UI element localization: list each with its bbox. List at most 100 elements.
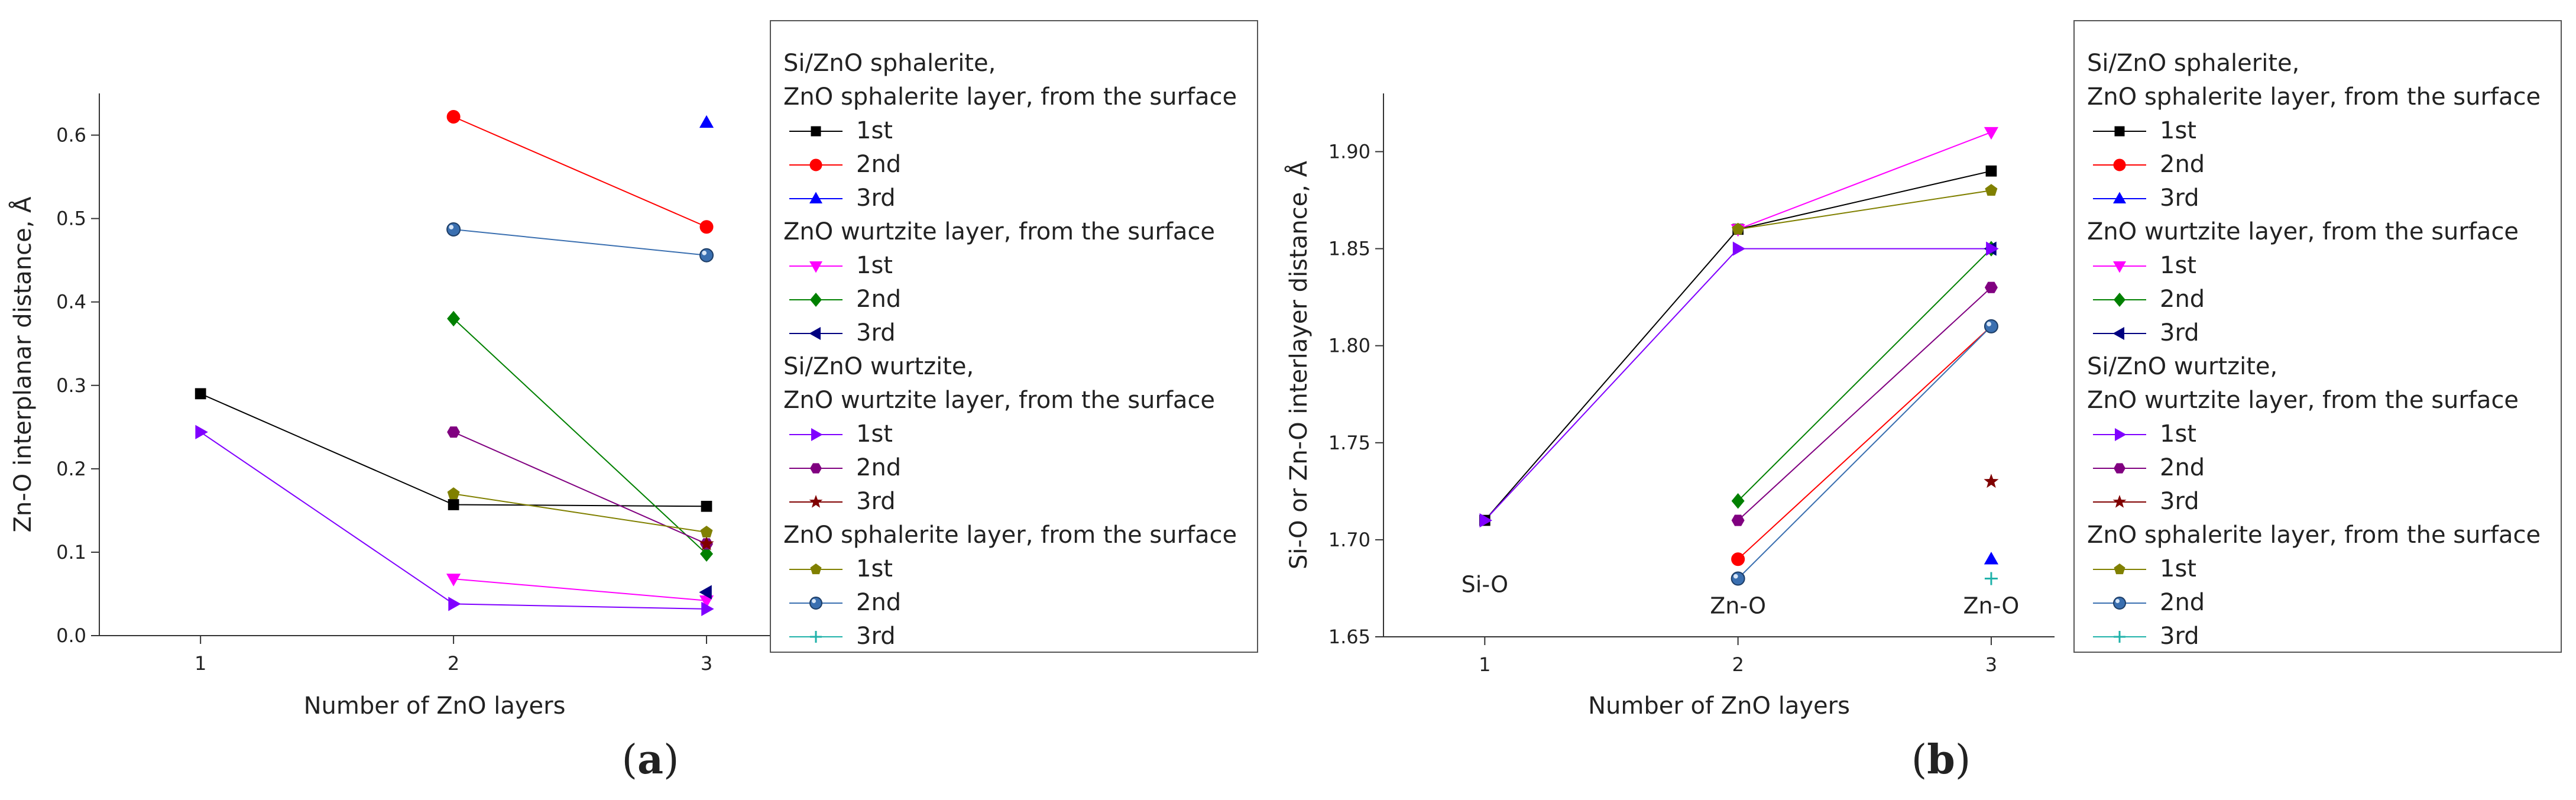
- legend-entry-label: 3rd: [856, 488, 896, 515]
- series-line-10: [453, 229, 707, 256]
- legend-marker: [810, 293, 822, 307]
- legend-entry-label: 3rd: [856, 184, 896, 212]
- legend-entry-label: 3rd: [2160, 319, 2199, 346]
- data-point: [1984, 127, 1999, 140]
- legend-group-title: ZnO wurtzite layer, from the surface: [2087, 218, 2519, 245]
- legend-marker: [810, 631, 822, 643]
- legend: Si/ZnO sphalerite, ZnO sphalerite layer, …: [2073, 20, 2562, 653]
- legend-entry-label: 1st: [856, 420, 893, 448]
- legend-entry-label: 1st: [2160, 117, 2196, 144]
- legend-entry-label: 3rd: [2160, 184, 2199, 212]
- panel-label-open: (: [621, 737, 637, 783]
- panel-label: (b): [1911, 736, 1971, 783]
- y-tick-label: 0.1: [56, 541, 86, 563]
- data-point-highlight: [449, 225, 454, 229]
- data-point: [699, 536, 714, 550]
- legend-entry-label: 2nd: [2160, 286, 2205, 313]
- legend-marker: [2113, 192, 2126, 203]
- y-axis-label: Si-O or Zn-O interlayer distance, Å: [1284, 160, 1313, 569]
- x-tick-label: 3: [701, 652, 712, 675]
- data-point: [1731, 571, 1745, 586]
- data-point: [1985, 184, 1998, 196]
- data-point: [699, 220, 714, 234]
- legend-group-title: ZnO sphalerite layer, from the surface: [783, 83, 1237, 111]
- y-tick-label: 1.80: [1328, 335, 1370, 357]
- data-point: [699, 585, 712, 600]
- y-axis-label: Zn-O interplanar distance, Å: [8, 196, 37, 533]
- panel-label-close: ): [663, 737, 679, 783]
- legend-marker: [2113, 158, 2126, 171]
- legend-box: [770, 20, 1258, 653]
- panel-label-open: (: [1911, 737, 1927, 783]
- data-point: [1984, 572, 1998, 585]
- legend-marker: [2114, 463, 2125, 474]
- y-tick-label: 1.70: [1328, 529, 1370, 551]
- data-point: [1479, 513, 1492, 528]
- legend-marker: [809, 597, 822, 610]
- data-point: [448, 597, 461, 611]
- legend-entry-label: 1st: [2160, 420, 2196, 448]
- legend-entry-label: 2nd: [2160, 454, 2205, 481]
- legend-group-title: ZnO wurtzite layer, from the surface: [783, 387, 1215, 414]
- legend-marker: [2114, 631, 2125, 643]
- legend-entry-label: 1st: [856, 252, 893, 279]
- data-point: [700, 526, 713, 537]
- legend-group-title: ZnO wurtzite layer, from the surface: [2087, 387, 2519, 414]
- data-point: [701, 601, 714, 616]
- annotation: Zn-O: [1710, 593, 1766, 619]
- y-tick-label: 1.85: [1328, 238, 1370, 260]
- y-tick-label: 1.65: [1328, 626, 1370, 648]
- legend-entry-label: 1st: [2160, 555, 2196, 582]
- data-point: [447, 310, 461, 327]
- legend-entry-label: 3rd: [2160, 488, 2199, 515]
- x-tick-label: 3: [1985, 653, 1997, 676]
- data-point: [1731, 514, 1745, 526]
- legend-marker-highlight: [2115, 599, 2120, 603]
- data-point: [699, 248, 714, 263]
- data-point-highlight: [702, 250, 707, 255]
- data-point: [1986, 241, 1999, 256]
- legend-group-title: ZnO sphalerite layer, from the surface: [2087, 83, 2541, 111]
- panel-label-close: ): [1955, 737, 1971, 783]
- legend-marker: [810, 563, 822, 575]
- legend-marker: [2114, 126, 2125, 137]
- data-point: [699, 115, 714, 128]
- legend-entry-label: 2nd: [856, 151, 901, 178]
- data-point: [195, 388, 206, 400]
- panel-label-letter: b: [1927, 736, 1955, 783]
- data-point: [1731, 552, 1745, 566]
- legend-entry-label: 2nd: [2160, 151, 2205, 178]
- data-point: [447, 426, 461, 438]
- series-line-4: [1737, 248, 1992, 501]
- series-line-9: [1738, 190, 1992, 230]
- x-axis-label: Number of ZnO layers: [304, 692, 566, 720]
- series-line-7: [1737, 287, 1992, 521]
- legend-box: [2073, 20, 2562, 653]
- panel-b: 1.65 1.70 1.75 1.80 1.85 1.90 1 2 3 Number of ZnO…: [1284, 20, 2562, 783]
- legend-marker: [809, 495, 823, 508]
- series-line-1: [453, 116, 707, 228]
- series-line-1: [1737, 326, 1992, 560]
- y-tick-label: 0.5: [56, 208, 86, 230]
- series-line-4: [453, 318, 707, 555]
- series-line-10: [1737, 326, 1992, 579]
- legend-entry-label: 2nd: [856, 589, 901, 616]
- y-tick-label: 1.90: [1328, 140, 1370, 163]
- data-point: [1732, 241, 1746, 256]
- legend-marker: [2114, 563, 2125, 575]
- data-point: [1731, 493, 1745, 509]
- legend-group-title: ZnO sphalerite layer, from the surface: [2087, 522, 2541, 549]
- legend-marker: [2112, 495, 2127, 508]
- y-tick-label: 1.75: [1328, 432, 1370, 454]
- y-tick-label: 0.6: [56, 124, 86, 147]
- legend-entry-label: 1st: [2160, 252, 2196, 279]
- legend-entry-label: 2nd: [2160, 589, 2205, 616]
- legend-group-title: ZnO sphalerite layer, from the surface: [783, 522, 1237, 549]
- data-point: [699, 595, 714, 608]
- legend-marker: [809, 192, 822, 203]
- data-point: [1984, 319, 1998, 333]
- legend-group-title: Si/ZnO wurtzite,: [783, 353, 974, 380]
- legend-marker: [2113, 597, 2126, 610]
- panel-label: (a): [621, 736, 679, 783]
